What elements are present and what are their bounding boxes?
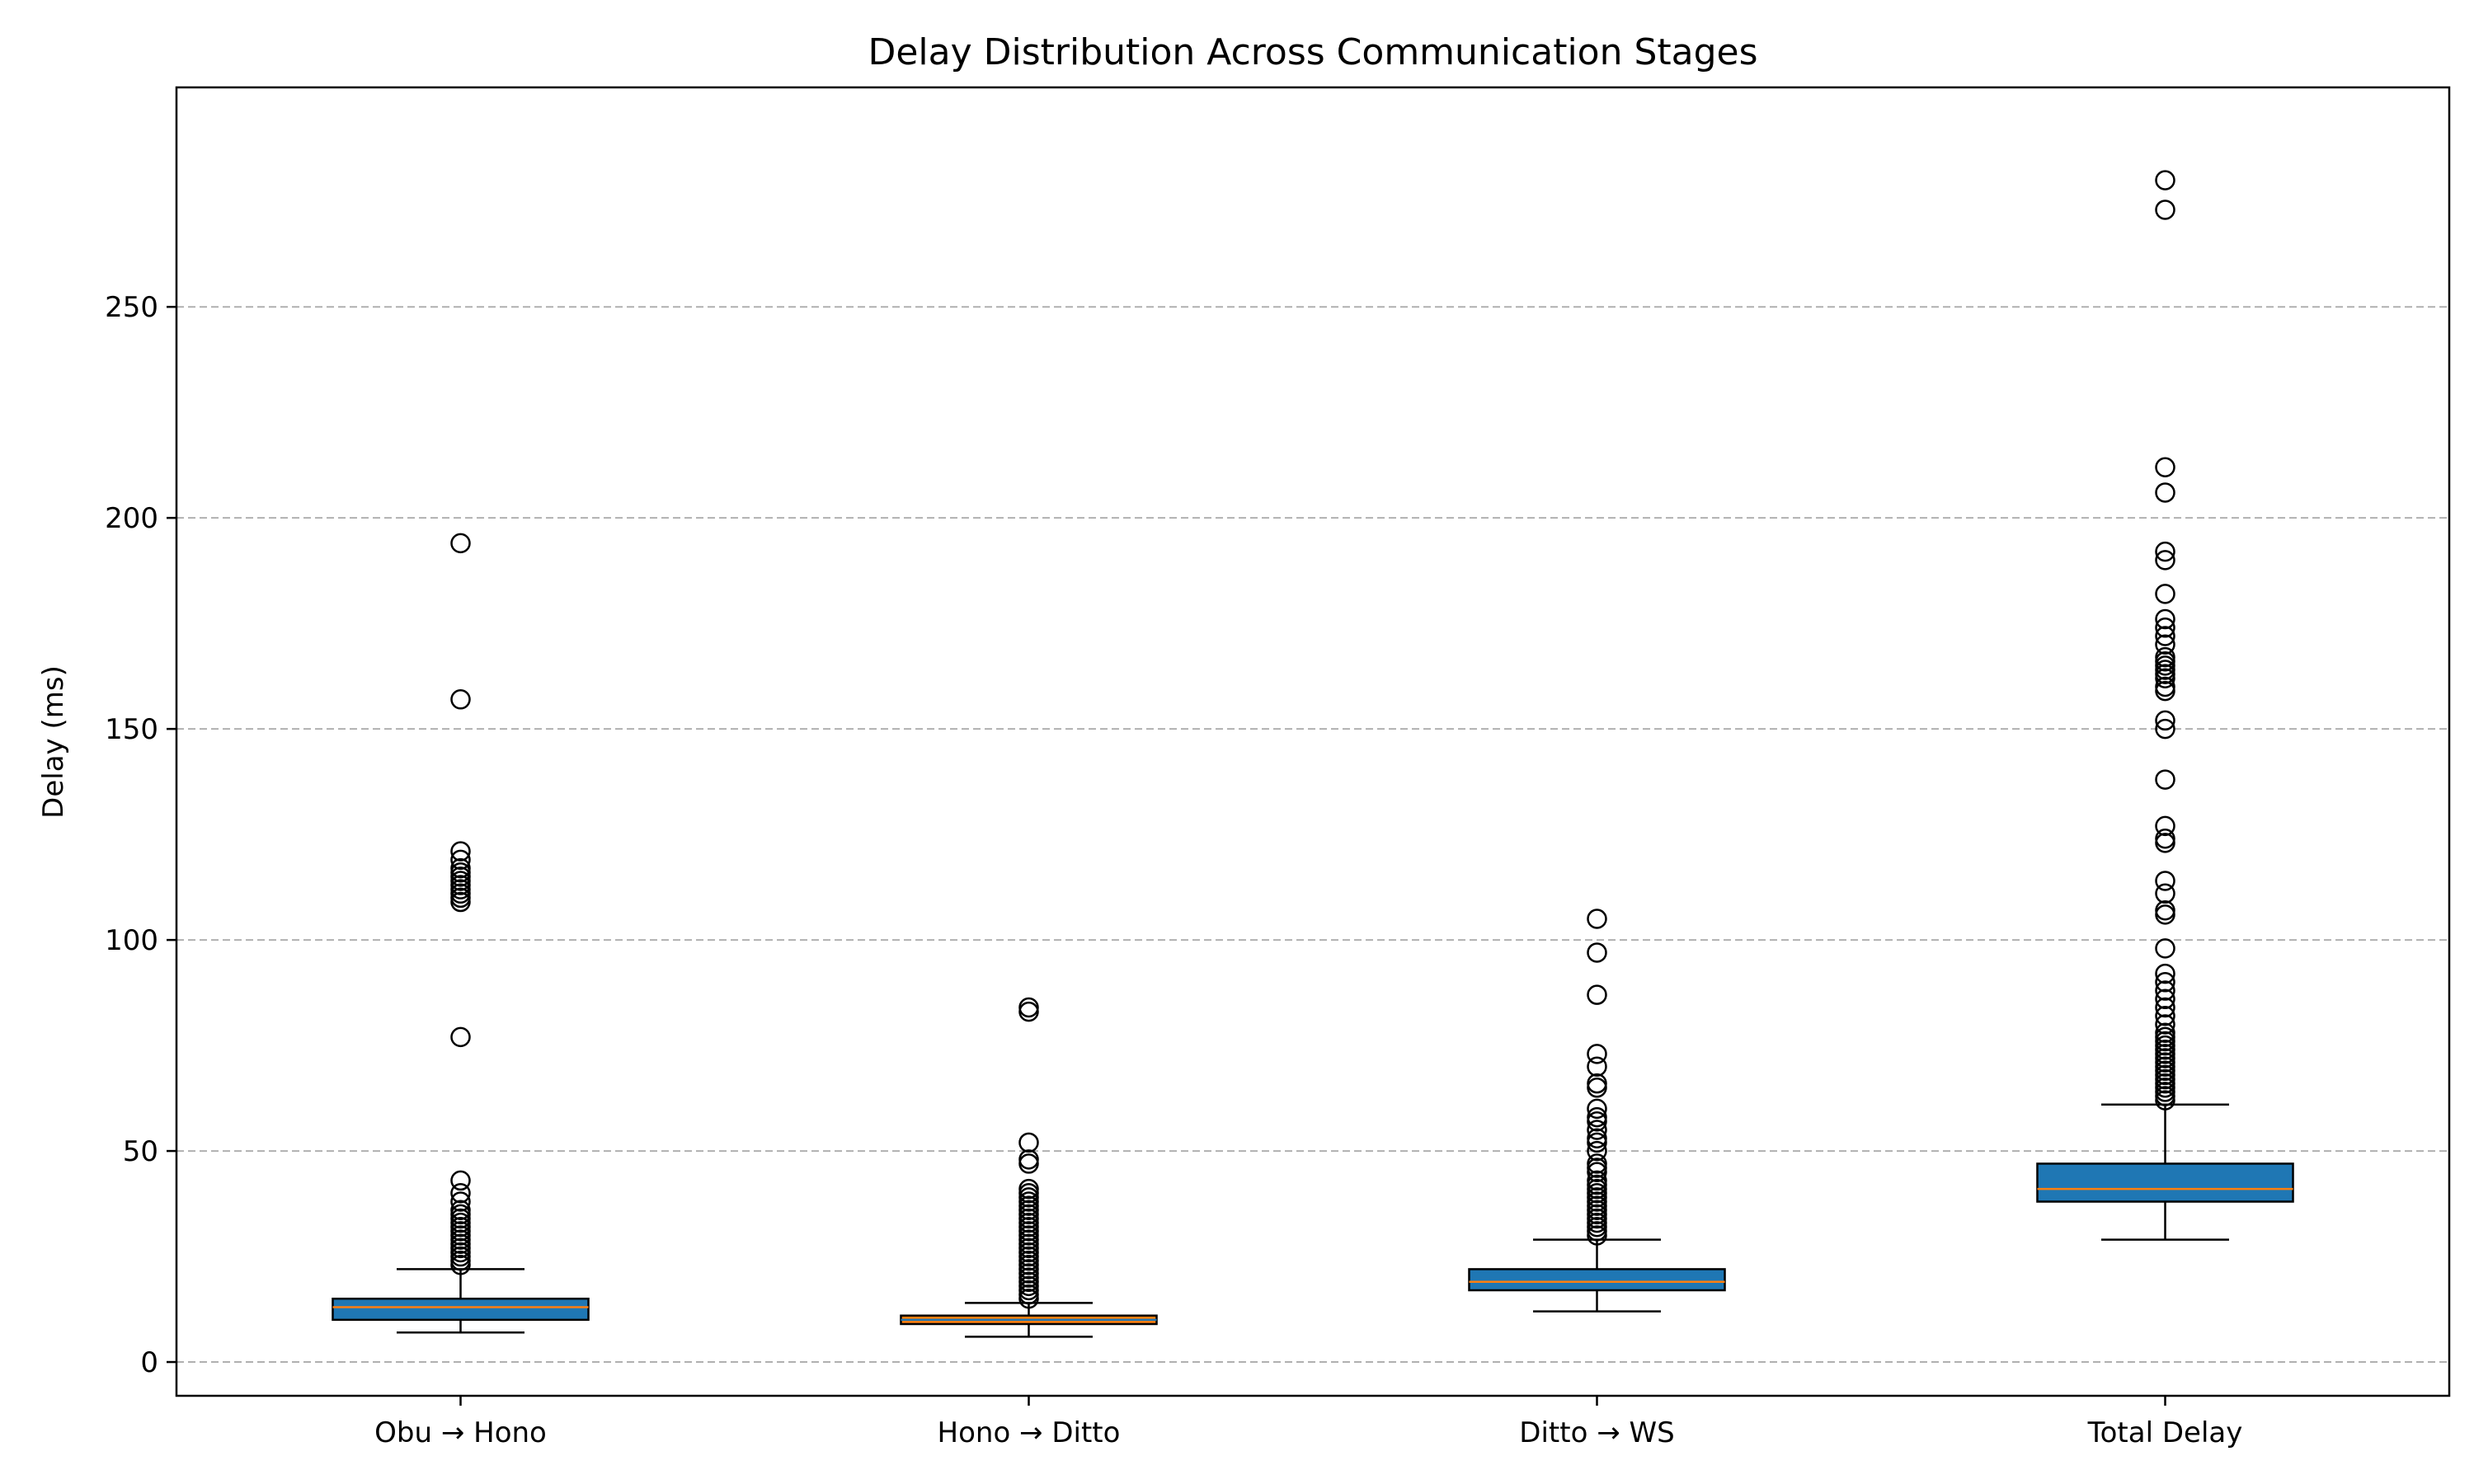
y-tick-label: 250 bbox=[105, 291, 158, 324]
outlier-point bbox=[2155, 900, 2175, 921]
outlier-point bbox=[2155, 1006, 2175, 1026]
grid-lines bbox=[176, 306, 2449, 1364]
outlier-point bbox=[1587, 1073, 1607, 1094]
outlier-point bbox=[1018, 1178, 1039, 1200]
outlier-point bbox=[1018, 1153, 1039, 1174]
box-series bbox=[1468, 909, 1726, 1313]
outlier-point bbox=[2155, 170, 2175, 190]
outlier-point bbox=[1587, 942, 1607, 963]
outlier-point bbox=[1587, 1128, 1607, 1148]
outlier-point bbox=[450, 1170, 471, 1191]
outlier-point bbox=[2155, 833, 2175, 853]
outlier-point bbox=[450, 857, 471, 879]
box-series bbox=[2036, 170, 2294, 1241]
x-tick-label: Hono → Ditto bbox=[938, 1416, 1121, 1449]
outlier-point bbox=[2155, 815, 2175, 837]
box-series bbox=[900, 997, 1158, 1338]
outlier-point bbox=[1587, 1078, 1607, 1098]
outlier-point bbox=[450, 533, 471, 554]
y-tick-label: 200 bbox=[105, 502, 158, 535]
outlier-point bbox=[450, 841, 471, 862]
y-tick-label: 100 bbox=[105, 924, 158, 957]
outlier-point bbox=[450, 689, 471, 710]
outlier-point bbox=[450, 1200, 471, 1220]
outlier-point bbox=[2155, 989, 2175, 1010]
outlier-point bbox=[1587, 984, 1607, 1005]
plot-area bbox=[332, 170, 2294, 1338]
outlier-point bbox=[2155, 676, 2175, 697]
outlier-point bbox=[2155, 608, 2175, 630]
outlier-point bbox=[2155, 1014, 2175, 1035]
box bbox=[2036, 1162, 2294, 1203]
y-tick-label: 150 bbox=[105, 713, 158, 746]
outlier-point bbox=[2155, 646, 2175, 668]
outlier-point bbox=[2155, 718, 2175, 740]
outlier-point bbox=[2155, 710, 2175, 731]
outlier-point bbox=[2155, 541, 2175, 562]
outlier-point bbox=[1018, 1149, 1039, 1170]
y-tick-label: 0 bbox=[140, 1346, 158, 1379]
outlier-point bbox=[2155, 938, 2175, 959]
outlier-point bbox=[450, 1026, 471, 1048]
outlier-point bbox=[1587, 1056, 1607, 1077]
outlier-point bbox=[2155, 482, 2175, 503]
outlier-point bbox=[450, 1191, 471, 1212]
outlier-point bbox=[1587, 1098, 1607, 1120]
outlier-point bbox=[1587, 1153, 1607, 1174]
outlier-point bbox=[2155, 584, 2175, 604]
box-series bbox=[332, 533, 590, 1334]
x-axis: Obu → Hono Hono → Ditto Ditto → WS Total De… bbox=[374, 1396, 2242, 1449]
y-axis-label: Delay (ms) bbox=[37, 665, 70, 819]
y-axis: 0 50 100 150 200 250 bbox=[105, 291, 176, 1379]
outlier-point bbox=[2155, 980, 2175, 1001]
outlier-point bbox=[2155, 1022, 2175, 1043]
outlier-point bbox=[2155, 769, 2175, 790]
outlier-point bbox=[1587, 1120, 1607, 1140]
outlier-point bbox=[2155, 871, 2175, 891]
outlier-point bbox=[2155, 626, 2175, 646]
outlier-point bbox=[1587, 1170, 1607, 1191]
outlier-point bbox=[2155, 828, 2175, 849]
outlier-point bbox=[1018, 1001, 1039, 1022]
outlier-point bbox=[1587, 1106, 1607, 1128]
outlier-point bbox=[450, 849, 471, 871]
outlier-point bbox=[2155, 904, 2175, 925]
outlier-point bbox=[2155, 997, 2175, 1018]
outlier-point bbox=[2155, 634, 2175, 655]
box bbox=[332, 1298, 590, 1322]
outlier-point bbox=[2155, 200, 2175, 220]
outlier-point bbox=[1018, 1132, 1039, 1153]
outlier-point bbox=[2155, 883, 2175, 904]
outlier-point bbox=[2155, 457, 2175, 477]
x-tick-label: Obu → Hono bbox=[374, 1416, 547, 1449]
y-tick-label: 50 bbox=[123, 1135, 158, 1168]
outlier-point bbox=[1587, 909, 1607, 929]
box bbox=[1468, 1268, 1726, 1292]
axes-frame bbox=[175, 86, 2451, 1397]
outlier-point bbox=[450, 1183, 471, 1204]
outlier-point bbox=[1587, 1140, 1607, 1162]
outlier-point bbox=[1587, 1044, 1607, 1064]
outlier-point bbox=[1587, 1158, 1607, 1178]
x-tick-label: Ditto → WS bbox=[1519, 1416, 1674, 1449]
outlier-point bbox=[1018, 997, 1039, 1018]
chart-title: Delay Distribution Across Communication … bbox=[868, 31, 1757, 73]
outlier-point bbox=[2155, 972, 2175, 993]
outlier-point bbox=[2155, 963, 2175, 984]
outlier-point bbox=[2155, 618, 2175, 638]
outlier-point bbox=[2155, 550, 2175, 571]
x-tick-label: Total Delay bbox=[2087, 1416, 2243, 1449]
